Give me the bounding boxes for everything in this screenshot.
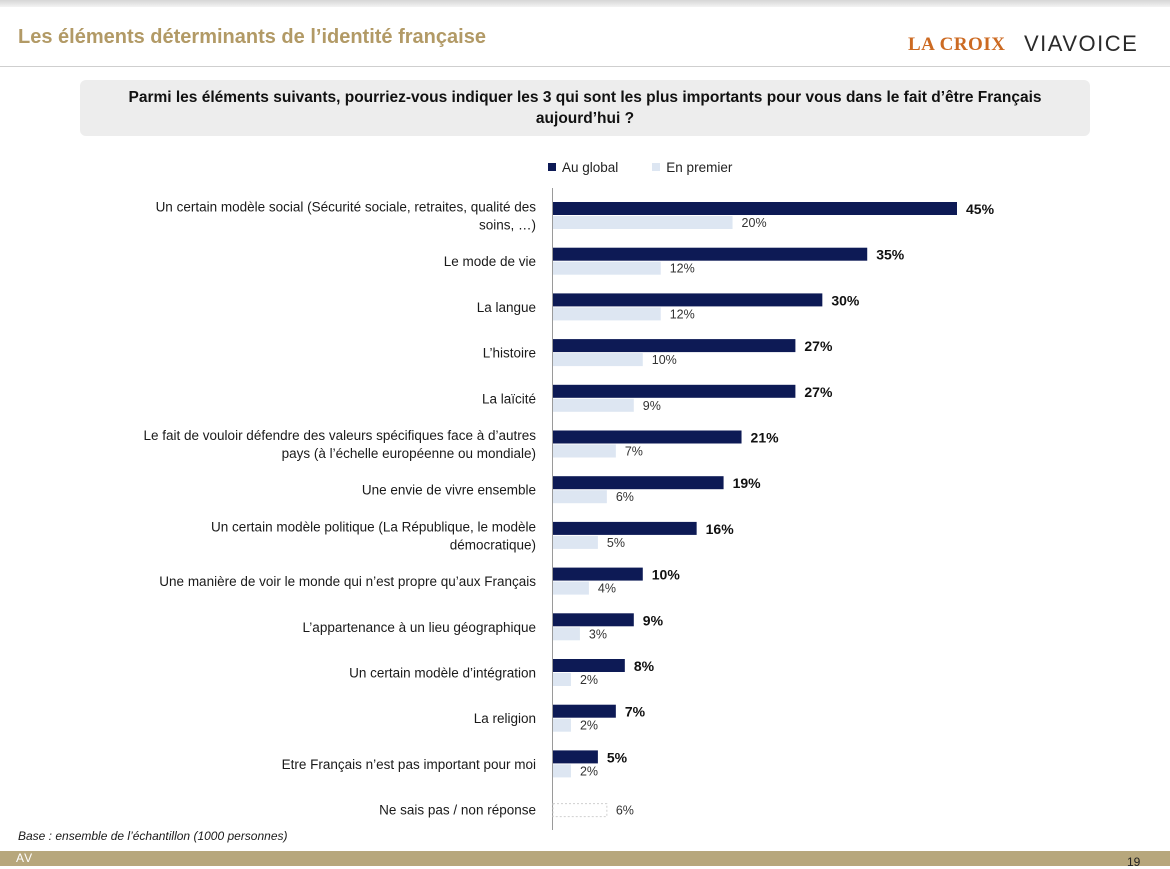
bar-global xyxy=(553,613,634,627)
legend-item-premier: En premier xyxy=(652,160,732,175)
category-label: Le fait de vouloir défendre des valeurs … xyxy=(144,428,537,461)
bar-premier xyxy=(553,353,643,367)
bar-global xyxy=(553,384,796,398)
page-number: 19 xyxy=(1127,855,1141,869)
value-label-premier: 10% xyxy=(652,353,677,367)
category-label: La religion xyxy=(474,711,536,726)
bar-global xyxy=(553,704,616,718)
value-label-premier: 7% xyxy=(625,445,643,459)
bar-global xyxy=(553,430,742,444)
value-label-global: 27% xyxy=(804,384,833,400)
category-label: Un certain modèle d’intégration xyxy=(349,666,536,681)
value-label-premier: 6% xyxy=(616,490,634,504)
bar-chart: Un certain modèle social (Sécurité socia… xyxy=(144,188,995,830)
footer-logo: AV xyxy=(16,851,34,865)
bar-premier xyxy=(553,535,598,549)
value-label-premier: 5% xyxy=(607,536,625,550)
base-note: Base : ensemble de l’échantillon (1000 p… xyxy=(18,829,288,843)
value-label-premier: 2% xyxy=(580,673,598,687)
bar-premier xyxy=(553,764,571,778)
bar-premier xyxy=(553,444,616,458)
category-label: La laïcité xyxy=(482,391,536,406)
bar-premier xyxy=(553,216,733,229)
value-label-global: 9% xyxy=(643,612,664,628)
question-text: Parmi les éléments suivants, pourriez-vo… xyxy=(128,89,1042,127)
category-label: Etre Français n’est pas important pour m… xyxy=(282,757,536,772)
value-label-global: 10% xyxy=(652,567,681,583)
value-label-premier: 4% xyxy=(598,582,616,596)
bar-premier xyxy=(553,581,589,595)
value-label-global: 7% xyxy=(625,704,646,720)
bar-global xyxy=(553,202,957,215)
la-croix-logo: LA CROIX xyxy=(908,34,1006,55)
bar-premier xyxy=(553,261,661,275)
value-label-premier: 2% xyxy=(580,719,598,733)
category-label: La langue xyxy=(477,300,536,315)
value-label-premier: 9% xyxy=(643,399,661,413)
bar-premier xyxy=(552,803,608,818)
legend-item-global: Au global xyxy=(548,160,618,175)
value-label-premier: 3% xyxy=(589,627,607,641)
value-label-premier: 12% xyxy=(670,307,695,321)
bar-global xyxy=(553,247,868,261)
bar-global xyxy=(553,750,598,764)
value-label-global: 35% xyxy=(876,247,905,263)
bar-premier xyxy=(553,673,571,686)
bar-global xyxy=(553,567,643,581)
value-label-global: 19% xyxy=(733,475,762,491)
bar-premier xyxy=(553,490,607,504)
slide-title: Les éléments déterminants de l’identité … xyxy=(18,26,486,48)
top-rule xyxy=(0,0,1170,7)
value-label-premier: 2% xyxy=(580,764,598,778)
legend-label-premier: En premier xyxy=(666,159,733,175)
legend-label-global: Au global xyxy=(562,159,619,175)
bar-global xyxy=(553,521,697,535)
bar-premier xyxy=(553,398,634,412)
bar-global xyxy=(553,476,724,490)
value-label-premier: 20% xyxy=(742,216,767,230)
value-label-global: 45% xyxy=(966,201,995,217)
value-label-premier: 12% xyxy=(670,262,695,276)
bar-global xyxy=(553,339,796,353)
bar-premier xyxy=(553,307,661,321)
footer-bar xyxy=(0,851,1170,866)
value-label-global: 5% xyxy=(607,749,628,765)
bar-global xyxy=(553,659,625,672)
category-label: Une manière de voir le monde qui n’est p… xyxy=(159,574,536,589)
category-label: Un certain modèle social (Sécurité socia… xyxy=(156,200,537,233)
value-label-global: 16% xyxy=(706,521,735,537)
value-label-global: 8% xyxy=(634,658,655,674)
category-label: Un certain modèle politique (La Républiq… xyxy=(211,519,536,552)
legend-swatch-global xyxy=(548,163,556,171)
legend-swatch-premier xyxy=(652,163,661,171)
category-label: L’histoire xyxy=(483,346,536,361)
bar-premier xyxy=(553,627,580,641)
value-label-premier: 6% xyxy=(616,804,634,818)
value-label-global: 30% xyxy=(831,292,860,308)
question-box: Parmi les éléments suivants, pourriez-vo… xyxy=(80,80,1090,136)
category-label: Une envie de vivre ensemble xyxy=(362,483,536,498)
chart-legend: Au global En premier xyxy=(548,157,766,177)
bar-premier xyxy=(553,718,571,732)
category-label: Le mode de vie xyxy=(444,254,536,269)
value-label-global: 21% xyxy=(751,430,780,446)
header-divider xyxy=(0,66,1170,67)
category-label: Ne sais pas / non réponse xyxy=(379,803,536,818)
category-label: L’appartenance à un lieu géographique xyxy=(303,620,536,635)
viavoice-logo: VIAVOICE xyxy=(1024,31,1139,56)
value-label-global: 27% xyxy=(804,338,833,354)
bar-global xyxy=(553,293,823,307)
